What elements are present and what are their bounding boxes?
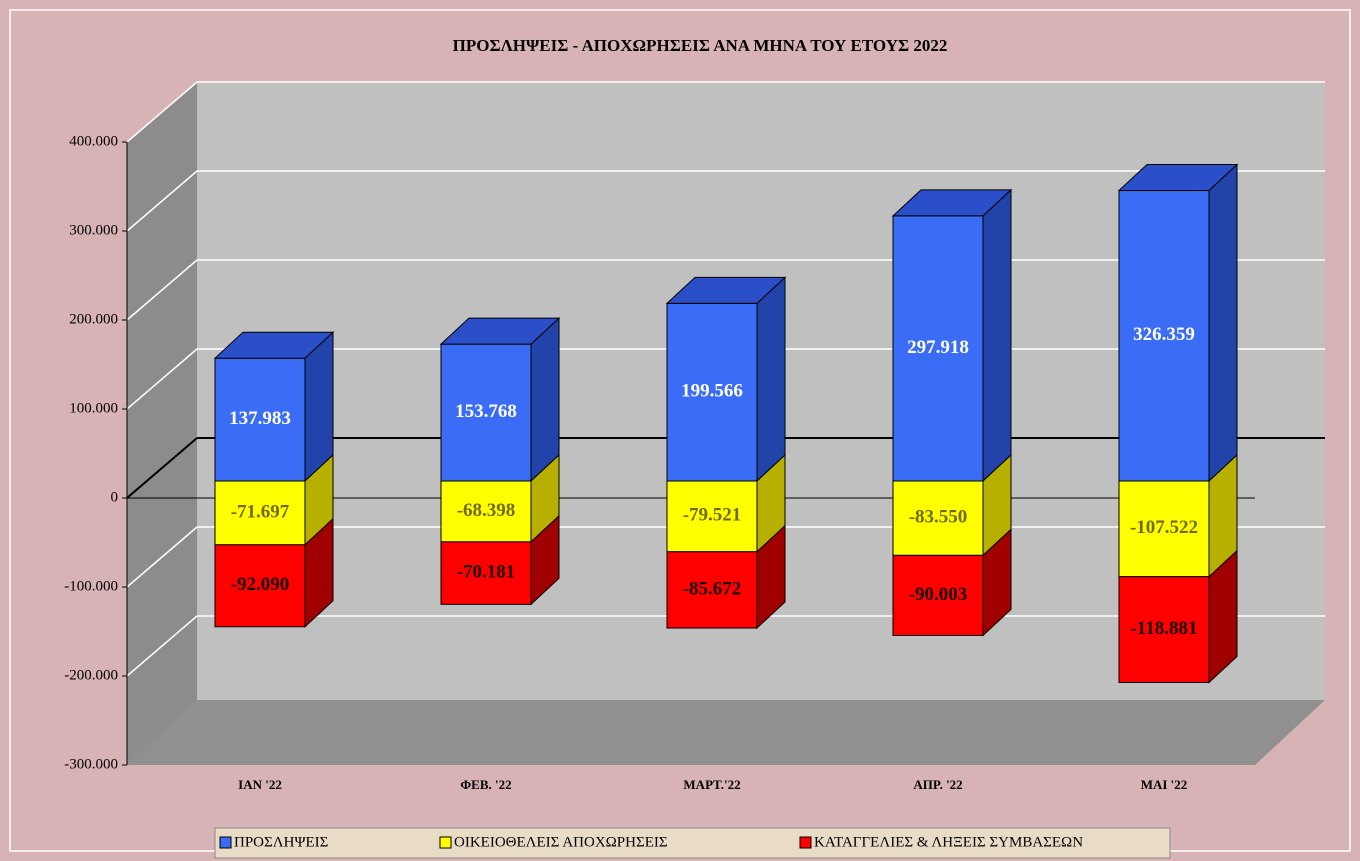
value-label: 199.566: [681, 381, 743, 402]
value-label: -92.090: [231, 574, 290, 595]
bar-side: [1208, 163, 1238, 483]
bar-side: [982, 188, 1012, 483]
legend-label: ΟΙΚΕΙΟΘΕΛΕΙΣ ΑΠΟΧΩΡΗΣΕΙΣ: [454, 834, 668, 850]
bar: [1118, 576, 1210, 683]
y-tick-label: 100.000: [69, 400, 118, 416]
grid-line: [126, 170, 198, 232]
legend: [214, 827, 1171, 859]
y-tick-label: -100.000: [64, 578, 118, 594]
bar: [666, 480, 758, 553]
value-label: 297.918: [907, 337, 969, 358]
value-label: -118.881: [1130, 618, 1197, 639]
x-tick-label: ΜΑΡΤ.'22: [683, 777, 740, 792]
value-label: 137.983: [229, 408, 291, 429]
bar: [892, 554, 984, 636]
value-label: -83.550: [909, 507, 968, 528]
x-tick-label: ΑΠΡ. '22: [913, 777, 962, 792]
bar-side: [530, 316, 560, 483]
grid-line: [126, 348, 198, 410]
bar: [666, 302, 758, 482]
value-label: -70.181: [457, 561, 516, 582]
y-tick-label: -300.000: [64, 756, 118, 772]
grid-line: [126, 437, 198, 499]
legend-swatch: [439, 836, 452, 849]
bar: [214, 544, 306, 628]
bar: [214, 357, 306, 482]
bar: [440, 541, 532, 605]
value-label: -79.521: [683, 505, 742, 526]
bar: [666, 551, 758, 629]
bar-top: [891, 189, 1013, 217]
legend-label: ΠΡΟΣΛΗΨΕΙΣ: [234, 834, 328, 850]
grid-line: [126, 615, 198, 677]
bar-top: [665, 276, 787, 304]
bar-top: [439, 317, 561, 345]
grid-line: [126, 526, 198, 588]
value-label: -107.522: [1130, 517, 1198, 538]
x-tick-label: ΜΑΙ '22: [1141, 777, 1188, 792]
grid-line: [126, 81, 198, 143]
legend-swatch: [219, 836, 232, 849]
floor: [127, 700, 1325, 765]
value-label: 326.359: [1133, 324, 1195, 345]
chart-title: ΠΡΟΣΛΗΨΕΙΣ - ΑΠΟΧΩΡΗΣΕΙΣ ΑΝΑ ΜΗΝΑ ΤΟΥ ΕΤ…: [453, 36, 948, 55]
value-label: -71.697: [231, 501, 290, 522]
bar: [1118, 480, 1210, 578]
y-tick-label: 400.000: [69, 133, 118, 149]
bar: [892, 215, 984, 482]
x-tick-label: ΦΕΒ. '22: [460, 777, 511, 792]
grid-line: [126, 259, 198, 321]
value-label: -85.672: [683, 578, 742, 599]
y-tick-label: 200.000: [69, 311, 118, 327]
x-tick-label: ΙΑΝ '22: [238, 777, 282, 792]
value-label: -90.003: [909, 584, 968, 605]
y-tick-label: 0: [111, 489, 119, 505]
y-tick-label: -200.000: [64, 667, 118, 683]
bar-top: [1117, 164, 1239, 192]
bar: [214, 480, 306, 546]
bar-side: [756, 276, 786, 483]
side-wall: [127, 82, 197, 765]
legend-swatch: [799, 836, 812, 849]
value-label: 153.768: [455, 401, 517, 422]
legend-label: ΚΑΤΑΓΓΕΛΙΕΣ & ΛΗΞΕΙΣ ΣΥΜΒΑΣΕΩΝ: [814, 834, 1083, 850]
y-tick-label: 300.000: [69, 222, 118, 238]
bar-top: [213, 331, 335, 359]
bar: [892, 480, 984, 556]
value-label: -68.398: [457, 500, 516, 521]
